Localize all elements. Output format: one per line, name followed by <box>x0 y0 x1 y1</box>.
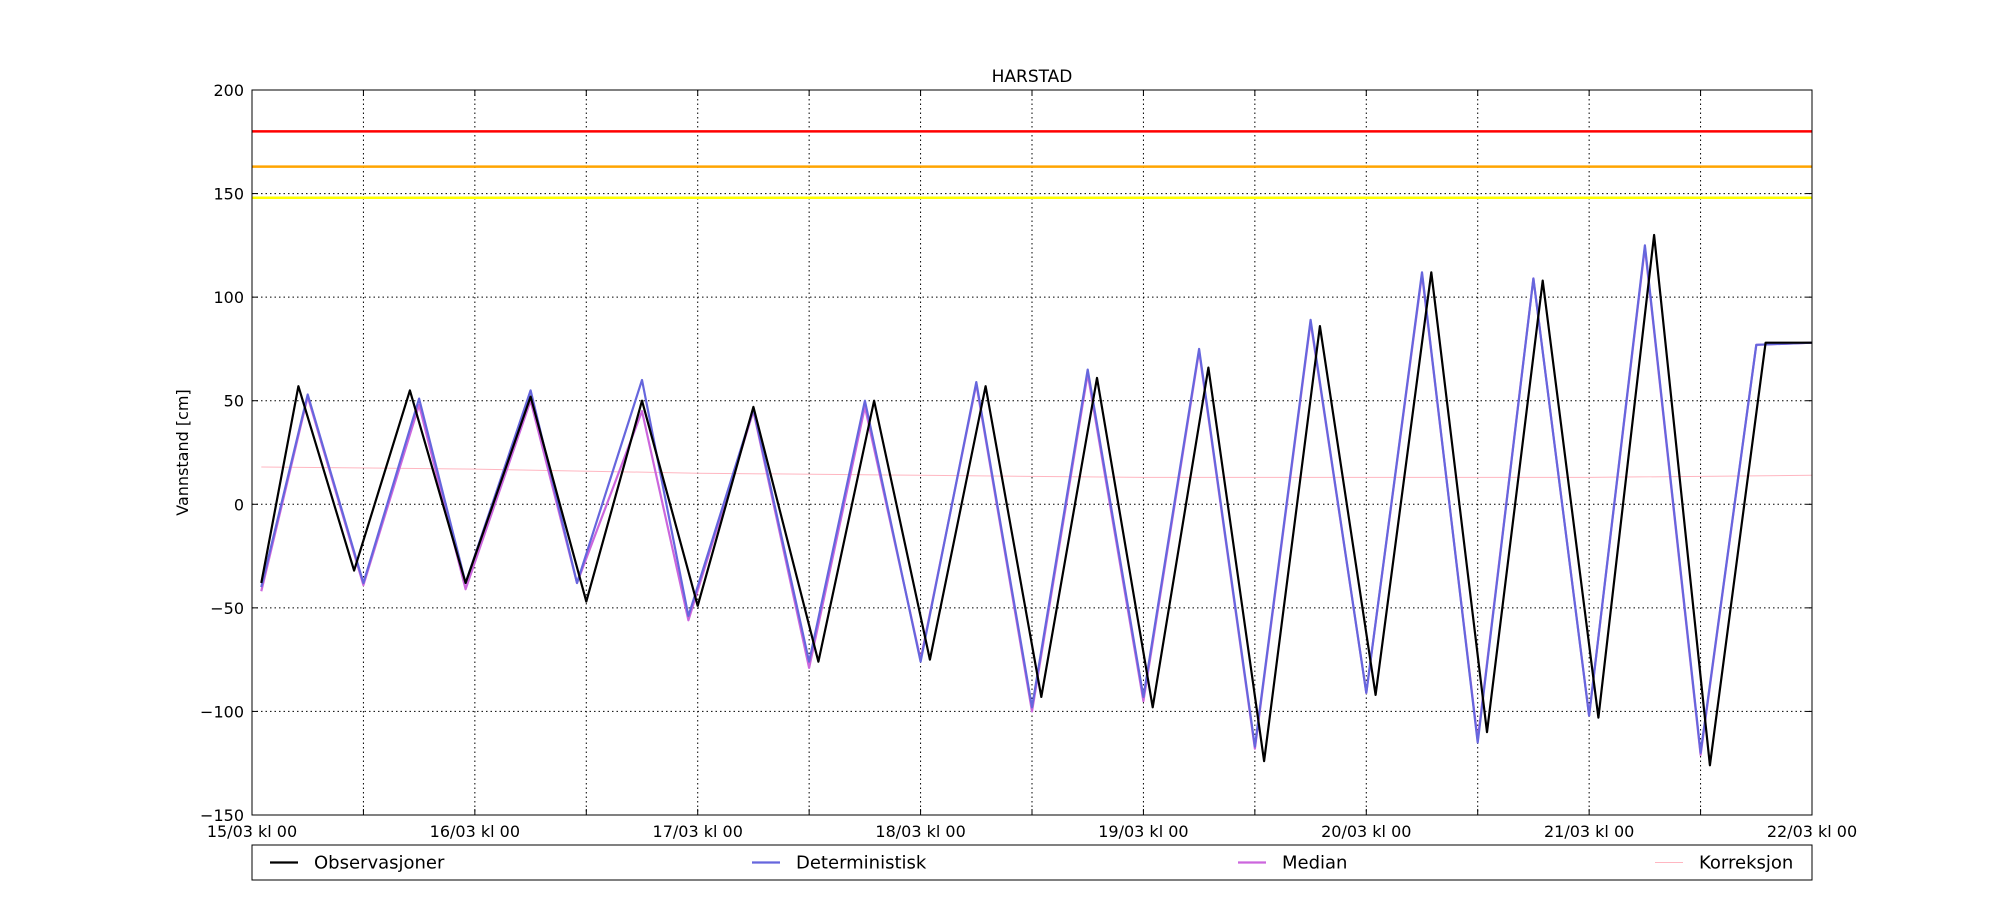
series-lines <box>260 233 1813 767</box>
legend-label: Observasjoner <box>314 853 445 874</box>
y-tick-label: −100 <box>200 702 244 721</box>
x-tick-label: 16/03 kl 00 <box>430 822 520 841</box>
legend-label: Median <box>1282 853 1347 874</box>
y-tick-label: 100 <box>213 288 244 307</box>
legend-box <box>251 844 1813 881</box>
chart-title: HARSTAD <box>992 67 1073 87</box>
legend: Observasjoner Deterministisk Median Korreks… <box>251 844 1813 881</box>
legend-label: Deterministisk <box>796 853 927 874</box>
y-axis-ticks: −150 −100 −50 0 50 100 150 200 <box>200 81 1812 825</box>
y-tick-label: −150 <box>200 806 244 825</box>
y-tick-label: 200 <box>213 81 244 100</box>
x-tick-label: 21/03 kl 00 <box>1544 822 1634 841</box>
y-axis-label: Vannstand [cm] <box>173 389 192 515</box>
x-tick-label: 17/03 kl 00 <box>653 822 743 841</box>
y-tick-label: 150 <box>213 185 244 204</box>
x-tick-label: 20/03 kl 00 <box>1321 822 1411 841</box>
threshold-lines <box>252 130 1812 199</box>
y-tick-label: −50 <box>210 599 244 618</box>
series-line-korreksjon <box>261 466 1813 478</box>
series-line-observasjoner <box>260 233 1812 767</box>
series-line-deterministisk <box>260 244 1813 755</box>
x-axis-ticks: 15/03 kl 00 16/03 kl 00 17/03 kl 00 18/03 k… <box>207 90 1857 841</box>
x-tick-label: 22/03 kl 00 <box>1767 822 1857 841</box>
x-tick-label: 15/03 kl 00 <box>207 822 297 841</box>
y-tick-label: 0 <box>234 495 244 514</box>
legend-label: Korreksjon <box>1699 853 1793 874</box>
x-tick-label: 19/03 kl 00 <box>1098 822 1188 841</box>
x-tick-label: 18/03 kl 00 <box>875 822 965 841</box>
y-tick-label: 50 <box>224 392 244 411</box>
